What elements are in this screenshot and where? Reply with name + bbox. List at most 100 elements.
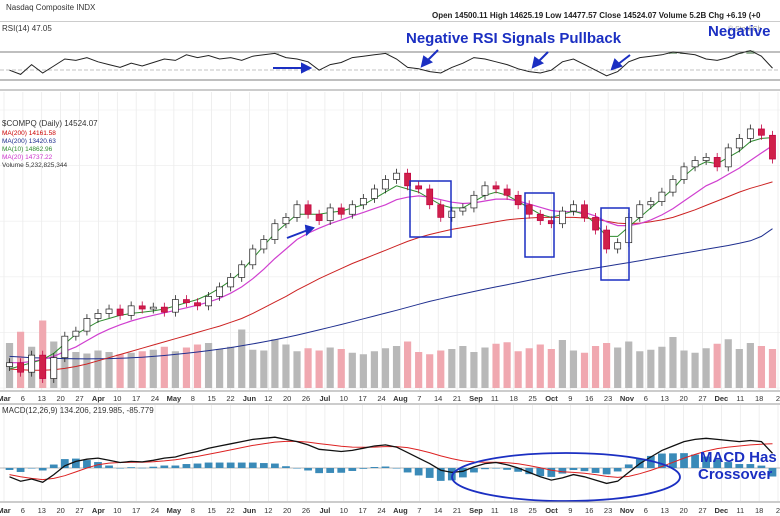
macd-hist-bar (27, 468, 36, 469)
macd-hist-bar (724, 462, 733, 468)
x-tick-label: Sep (469, 506, 483, 515)
x-tick-label: May (167, 394, 182, 403)
macd-hist-bar (613, 468, 622, 472)
candle (28, 350, 36, 377)
x-tick-label: 11 (491, 506, 499, 515)
macd-hist-bar (237, 462, 246, 468)
x-tick-label: 12 (264, 506, 272, 515)
candle (724, 143, 732, 172)
x-tick-label: 27 (698, 394, 706, 403)
candle (227, 273, 235, 292)
x-tick-label: 13 (38, 394, 46, 403)
x-tick-label: 14 (434, 506, 442, 515)
candle (171, 295, 179, 317)
candle (393, 168, 400, 184)
macd-label: MACD(12,26,9) 134.206, 219.985, -85.779 (2, 406, 154, 415)
x-tick-label: Dec (714, 506, 728, 515)
candle (746, 124, 754, 143)
volume-bar (580, 352, 589, 388)
volume-bar (359, 354, 367, 388)
candle (138, 301, 146, 314)
macd-hist-bar (746, 464, 755, 468)
legend-entry: Volume 5,232,825,344 (2, 162, 67, 169)
volume-bar (182, 347, 191, 388)
candle (669, 175, 677, 197)
x-tick-label: 9 (568, 394, 572, 403)
candle (282, 212, 290, 229)
macd-hist-bar (359, 468, 368, 469)
x-tick-label: 10 (113, 394, 121, 403)
volume-bar (603, 343, 611, 388)
candle (326, 203, 334, 225)
macd-hist-bar (503, 468, 511, 470)
x-tick-label: 17 (132, 394, 140, 403)
volume-bar (669, 337, 677, 388)
candle (39, 350, 47, 383)
volume-bar (735, 349, 743, 388)
rsi-arrows (273, 49, 631, 74)
macd-hist-bar (72, 458, 80, 468)
volume-bar (381, 348, 390, 388)
volume-bar (768, 349, 777, 388)
macd-hist-bar (691, 454, 699, 468)
x-tick-label: 7 (417, 394, 421, 403)
x-tick-label: Mar (0, 394, 11, 403)
macd-hist-bar (381, 466, 390, 468)
x-tick-label: 27 (698, 506, 706, 515)
x-tick-label: 20 (679, 506, 687, 515)
macd-hist-bar (525, 468, 534, 475)
x-tick-label: 25 (528, 394, 536, 403)
x-tick-label: 14 (434, 394, 442, 403)
volume-bar (437, 350, 445, 388)
candle (94, 309, 102, 323)
volume-bar (83, 353, 91, 388)
volume-bar (138, 351, 146, 388)
macd-hist-bar (492, 468, 500, 469)
candle (72, 326, 80, 341)
x-tick-label: 20 (56, 394, 64, 403)
macd-hist-bar (624, 464, 633, 468)
x-tick-label: 15 (207, 394, 215, 403)
macd-hist-bar (193, 463, 202, 468)
macd-hist-bar (403, 468, 412, 473)
candle (536, 209, 544, 225)
macd-panel: MACD(12,26,9) 134.206, 219.985, -85.779 … (0, 405, 780, 502)
macd-hist-bar (348, 468, 357, 471)
candle (216, 282, 224, 301)
volume-bar (625, 341, 633, 388)
volume-bar (403, 341, 412, 388)
candle (271, 219, 279, 244)
rsi-line (9, 50, 773, 77)
macd-hist-bar (105, 465, 113, 468)
candle (448, 206, 456, 222)
x-tick-label: 24 (151, 394, 159, 403)
volume-bar (647, 349, 655, 388)
volume-bar (271, 339, 279, 388)
volume-bar (337, 349, 345, 388)
x-tick-label: Aug (393, 506, 408, 515)
volume-bar (591, 346, 600, 388)
x-tick-label: 6 (21, 506, 25, 515)
date-axis: Mar 6 13 20 27 Apr 10 17 24 May 8 15 22 Jun 12 20 26 Jul 1… (0, 394, 780, 403)
macd-hist-bar (138, 467, 147, 469)
x-tick-label: Oct (545, 394, 558, 403)
x-tick-label: 26 (302, 394, 310, 403)
price-label: $COMPQ (Daily) 14524.07 (2, 119, 98, 128)
macd-hist-bar (259, 463, 268, 468)
macd-annotation-line2: Crossover (698, 466, 772, 483)
macd-hist-bar (591, 468, 600, 473)
macd-hist-bar (326, 468, 335, 473)
volume-bar (636, 351, 644, 388)
volume-bar (227, 346, 235, 388)
volume-bar (204, 343, 213, 388)
candle (183, 295, 190, 308)
x-tick-label: 10 (113, 506, 121, 515)
ma10-line (9, 137, 773, 370)
x-tick-label: Apr (92, 506, 105, 515)
macd-hist-bar (49, 464, 58, 468)
candle (525, 200, 533, 219)
macd-hist-bar (392, 468, 401, 469)
x-tick-label: 11 (736, 394, 744, 403)
macd-hist-bar (547, 468, 556, 477)
candle (61, 331, 69, 363)
